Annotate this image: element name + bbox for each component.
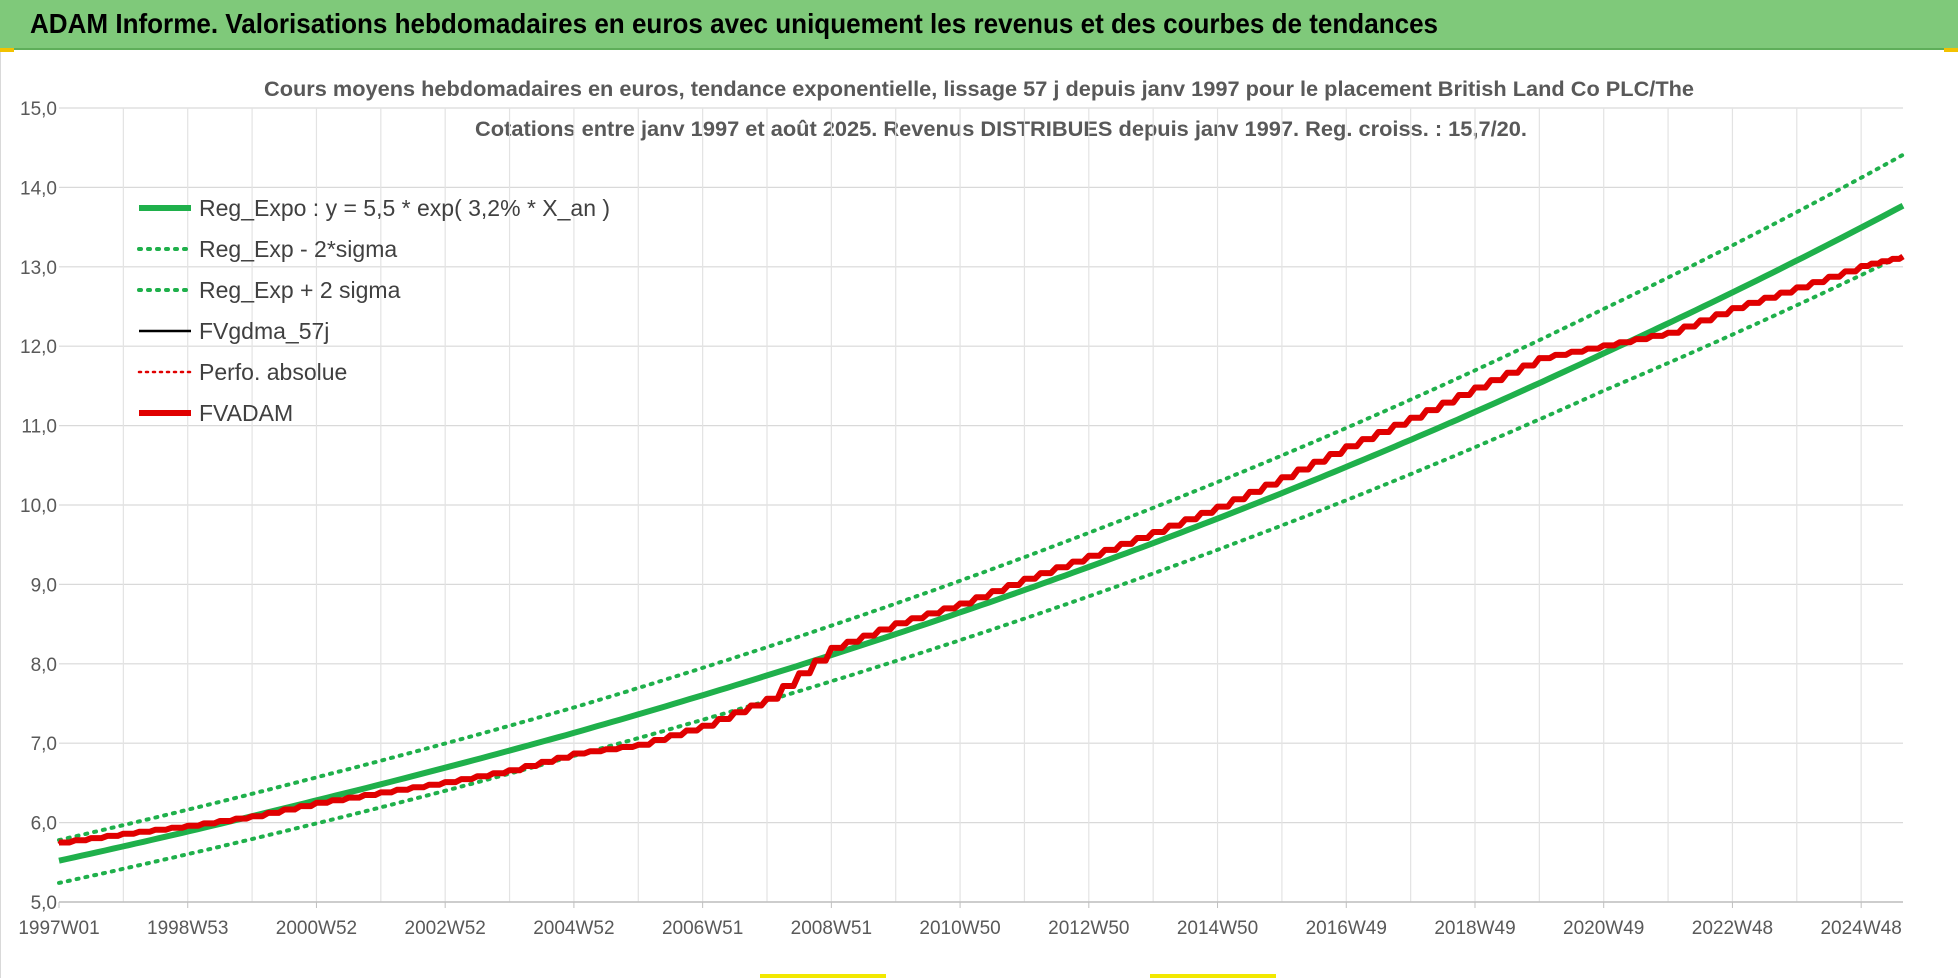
- x-tick-label: 2014W50: [1177, 918, 1258, 939]
- grid: [59, 107, 1903, 903]
- legend-label-0: Reg_Expo : y = 5,5 * exp( 3,2% * X_an ): [199, 195, 610, 221]
- series-line-4: [57, 255, 1905, 844]
- report-title: ADAM Informe. Valorisations hebdomadaire…: [30, 8, 1439, 39]
- legend-label-3: FVgdma_57j: [199, 318, 329, 344]
- x-tick-label: 2016W49: [1306, 918, 1387, 939]
- legend-label-5: FVADAM: [199, 400, 293, 426]
- chart-subtitle: Cotations entre janv 1997 et août 2025. …: [475, 118, 1527, 141]
- bottom-marker-2: [1150, 974, 1276, 978]
- y-tick-label: 13,0: [20, 258, 57, 279]
- x-tick-label: 2022W48: [1692, 918, 1773, 939]
- x-tick-label: 2020W49: [1563, 918, 1644, 939]
- y-tick-label: 9,0: [31, 575, 57, 596]
- x-tick-label: 2000W52: [276, 918, 357, 939]
- x-tick-label: 2010W50: [919, 918, 1000, 939]
- y-tick-label: 15,0: [20, 99, 57, 120]
- x-tick-label: 1998W53: [147, 918, 228, 939]
- x-tick-label: 1997W01: [18, 918, 99, 939]
- x-tick-label: 2012W50: [1048, 918, 1129, 939]
- x-tick-label: 2024W48: [1820, 918, 1901, 939]
- y-tick-label: 11,0: [21, 417, 57, 438]
- x-tick-label: 2002W52: [405, 918, 486, 939]
- y-tick-label: 14,0: [20, 178, 57, 199]
- y-tick-label: 8,0: [31, 655, 57, 676]
- legend-label-4: Perfo. absolue: [199, 359, 347, 385]
- legend-label-2: Reg_Exp + 2 sigma: [199, 277, 401, 303]
- report-header: ADAM Informe. Valorisations hebdomadaire…: [0, 0, 1958, 50]
- corner-marker-right: [1944, 48, 1958, 54]
- chart-area: Cours moyens hebdomadaires en euros, ten…: [0, 52, 1958, 978]
- axes: 5,0 6,0 7,0 8,0 9,0 10,0 11,0 12,0 13,0 14,0 15,0 1…: [18, 99, 1903, 939]
- y-tick-label: 12,0: [20, 337, 57, 358]
- series-line-0: [58, 203, 1905, 864]
- legend: Reg_Expo : y = 5,5 * exp( 3,2% * X_an ) R…: [137, 195, 610, 426]
- x-tick-label: 2018W49: [1434, 918, 1515, 939]
- series-lines: [57, 152, 1905, 885]
- series-line-1: [57, 252, 1905, 885]
- chart-svg: Cours moyens hebdomadaires en euros, ten…: [18, 78, 1905, 939]
- series-line-5: [59, 253, 1905, 846]
- y-tick-label: 7,0: [31, 734, 57, 755]
- legend-label-1: Reg_Exp - 2*sigma: [199, 236, 397, 262]
- x-tick-label: 2006W51: [662, 918, 743, 939]
- y-tick-label: 6,0: [31, 814, 57, 835]
- y-tick-label: 5,0: [31, 893, 57, 914]
- y-tick-label: 10,0: [20, 496, 57, 517]
- chart-title: Cours moyens hebdomadaires en euros, ten…: [264, 78, 1694, 101]
- bottom-marker-1: [760, 974, 886, 978]
- corner-marker-left: [0, 48, 14, 54]
- x-tick-label: 2004W52: [533, 918, 614, 939]
- series-line-2: [57, 152, 1905, 843]
- x-tick-label: 2008W51: [791, 918, 872, 939]
